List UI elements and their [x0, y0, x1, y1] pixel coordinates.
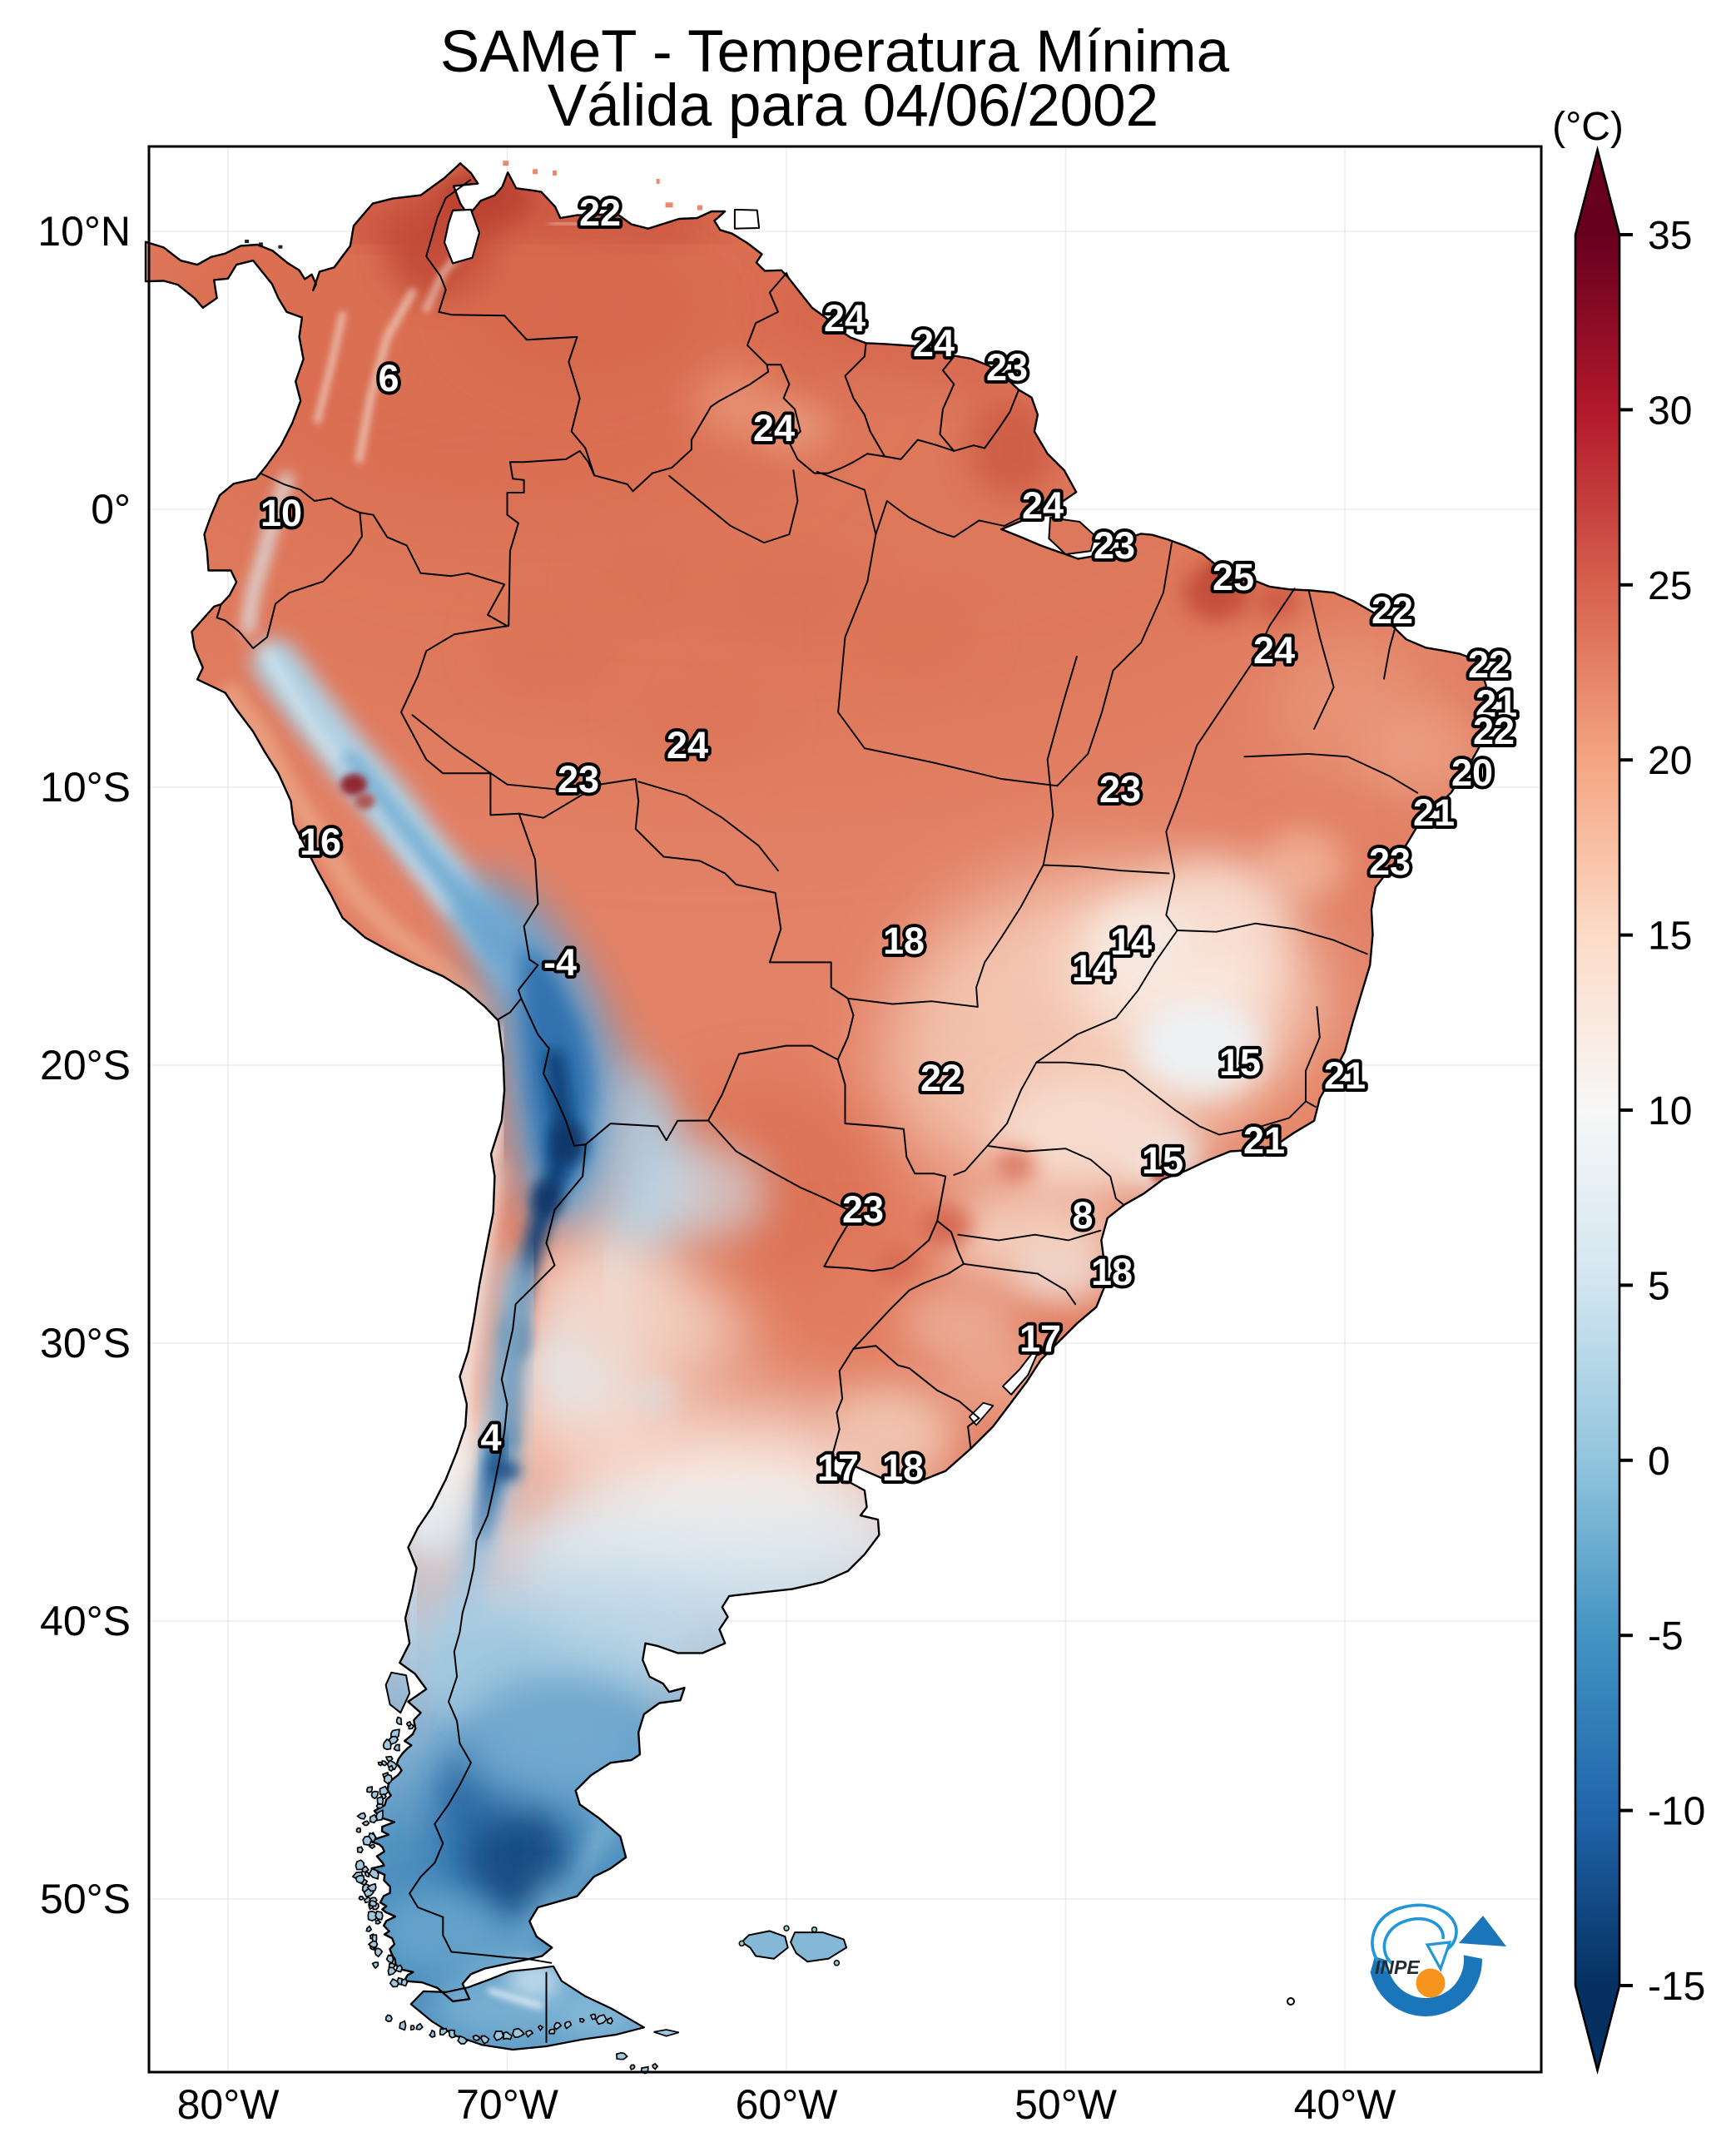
svg-text:10: 10	[1648, 1089, 1692, 1133]
svg-text:18: 18	[883, 920, 925, 962]
svg-text:20: 20	[1451, 751, 1493, 794]
svg-text:Válida para 04/06/2002: Válida para 04/06/2002	[548, 73, 1158, 139]
svg-text:23: 23	[558, 758, 599, 801]
svg-text:21: 21	[1476, 682, 1517, 725]
svg-text:18: 18	[882, 1446, 924, 1489]
svg-text:40°W: 40°W	[1294, 2081, 1397, 2128]
svg-text:22: 22	[579, 191, 621, 234]
svg-text:25: 25	[1213, 556, 1254, 598]
svg-text:35: 35	[1648, 214, 1692, 258]
svg-text:70°W: 70°W	[456, 2081, 559, 2128]
svg-text:30°S: 30°S	[40, 1320, 131, 1366]
svg-text:21: 21	[1243, 1119, 1285, 1162]
svg-text:18: 18	[1091, 1251, 1133, 1293]
svg-text:17: 17	[817, 1446, 859, 1489]
svg-text:4: 4	[480, 1416, 501, 1459]
svg-text:10°S: 10°S	[40, 764, 131, 811]
svg-text:80°W: 80°W	[177, 2081, 280, 2128]
svg-text:8: 8	[1072, 1194, 1093, 1237]
svg-text:23: 23	[842, 1188, 884, 1231]
svg-text:23: 23	[1094, 524, 1135, 567]
svg-text:15: 15	[1219, 1041, 1261, 1083]
svg-text:22: 22	[1468, 643, 1510, 686]
svg-text:-10: -10	[1648, 1790, 1705, 1834]
svg-text:5: 5	[1648, 1264, 1670, 1308]
svg-text:0: 0	[1648, 1440, 1670, 1484]
svg-text:23: 23	[1369, 840, 1411, 883]
svg-text:24: 24	[824, 297, 866, 340]
svg-text:(°C): (°C)	[1552, 105, 1624, 149]
svg-text:23: 23	[1099, 768, 1141, 811]
svg-text:22: 22	[1371, 589, 1413, 632]
svg-text:50°S: 50°S	[40, 1876, 131, 1922]
svg-text:24: 24	[1022, 484, 1064, 527]
svg-text:0°: 0°	[91, 486, 131, 533]
svg-text:14: 14	[1072, 947, 1114, 989]
svg-text:24: 24	[913, 322, 955, 364]
svg-text:INPE: INPE	[1375, 1956, 1420, 1978]
svg-text:40°S: 40°S	[40, 1598, 131, 1644]
svg-text:-5: -5	[1648, 1614, 1684, 1659]
svg-text:14: 14	[1110, 920, 1152, 963]
svg-text:22: 22	[1473, 710, 1515, 752]
svg-text:10: 10	[260, 492, 302, 534]
svg-text:20: 20	[1648, 739, 1692, 783]
svg-text:17: 17	[1019, 1317, 1061, 1360]
svg-text:20°S: 20°S	[40, 1042, 131, 1088]
svg-text:15: 15	[1648, 915, 1692, 959]
svg-text:-15: -15	[1648, 1965, 1705, 2009]
svg-text:15: 15	[1142, 1139, 1183, 1182]
svg-text:21: 21	[1324, 1054, 1366, 1097]
svg-text:16: 16	[300, 821, 341, 863]
svg-text:24: 24	[1253, 629, 1295, 672]
svg-text:60°W: 60°W	[736, 2081, 839, 2128]
svg-text:21: 21	[1413, 791, 1455, 834]
svg-text:30: 30	[1648, 389, 1692, 433]
svg-text:25: 25	[1648, 564, 1692, 608]
svg-text:50°W: 50°W	[1014, 2081, 1118, 2128]
svg-text:6: 6	[378, 357, 399, 399]
svg-text:23: 23	[986, 346, 1028, 389]
svg-text:24: 24	[667, 724, 708, 766]
svg-text:10°N: 10°N	[37, 208, 131, 255]
svg-text:-4: -4	[543, 941, 577, 984]
svg-text:22: 22	[920, 1057, 962, 1099]
svg-text:24: 24	[753, 407, 795, 449]
svg-text:SAMeT - Temperatura Mínima: SAMeT - Temperatura Mínima	[440, 19, 1230, 85]
